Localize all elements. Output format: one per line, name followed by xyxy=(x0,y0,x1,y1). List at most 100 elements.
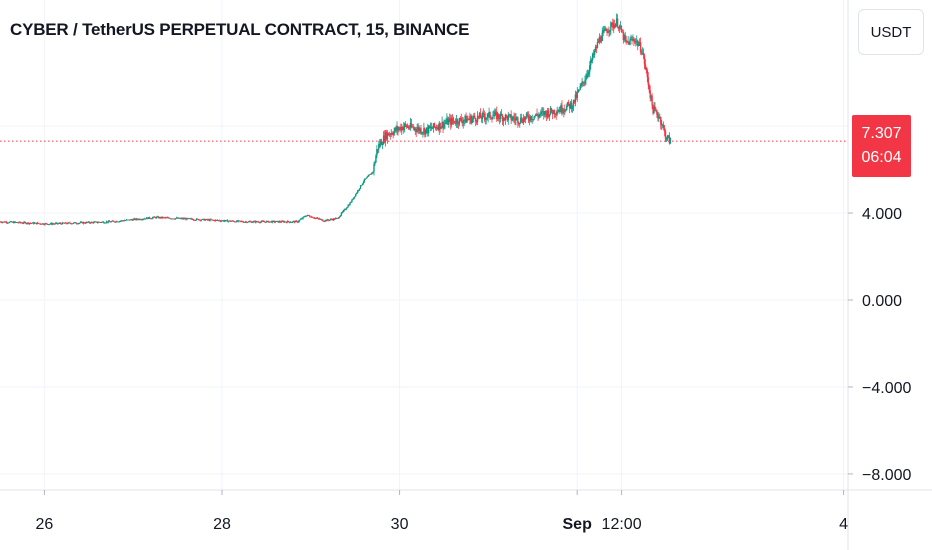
candle-body xyxy=(265,221,268,223)
candle xyxy=(497,113,500,122)
candle-body xyxy=(123,220,125,222)
currency-button[interactable]: USDT xyxy=(858,9,924,55)
candle-body xyxy=(238,220,240,222)
candle xyxy=(339,215,342,218)
candle xyxy=(309,214,311,218)
candle xyxy=(1,221,3,224)
candle xyxy=(171,218,174,220)
candle-body xyxy=(517,117,519,124)
candle xyxy=(355,193,357,197)
candle-body xyxy=(515,118,517,121)
candle-body xyxy=(347,205,349,208)
candle xyxy=(327,219,329,221)
candle xyxy=(23,220,25,225)
candle-body xyxy=(73,222,75,224)
candle xyxy=(272,220,275,222)
candle xyxy=(223,219,226,223)
candle-body xyxy=(321,219,323,221)
candle xyxy=(214,219,216,222)
candle xyxy=(304,215,306,218)
candle xyxy=(405,124,408,129)
candle-body xyxy=(394,127,396,131)
x-tick-label: 28 xyxy=(213,516,231,533)
candle xyxy=(469,112,471,125)
candle-body xyxy=(133,218,135,220)
candle-body xyxy=(366,176,368,178)
candle xyxy=(617,26,620,32)
candle-body xyxy=(547,110,550,117)
candle xyxy=(424,127,426,138)
candle xyxy=(426,127,428,134)
candle xyxy=(412,124,415,131)
candle-body xyxy=(290,222,293,223)
candle xyxy=(575,91,578,100)
candle-body xyxy=(281,221,283,223)
candle-body xyxy=(649,90,651,99)
candle xyxy=(371,172,373,175)
candle-body xyxy=(160,216,162,219)
candle xyxy=(348,204,350,206)
candle xyxy=(390,129,392,138)
candle-body xyxy=(176,217,179,219)
candle-body xyxy=(342,210,345,213)
candle xyxy=(110,221,112,223)
candle xyxy=(326,218,328,221)
candle xyxy=(235,221,237,223)
candle-body xyxy=(298,220,300,222)
candle xyxy=(270,220,273,223)
candle xyxy=(317,217,320,220)
candle xyxy=(5,221,7,223)
candle-body xyxy=(70,223,72,225)
candle-body xyxy=(301,218,303,220)
candle-body xyxy=(140,219,142,221)
candle-body xyxy=(81,221,84,224)
candle-body xyxy=(509,114,511,116)
candle-body xyxy=(361,183,364,186)
candle xyxy=(608,26,610,38)
candle-body xyxy=(601,32,603,41)
candle-body xyxy=(76,223,79,225)
candle-body xyxy=(202,218,205,220)
candle-body xyxy=(353,197,355,200)
candle xyxy=(491,117,493,123)
candle-body xyxy=(340,212,343,216)
candle-body xyxy=(602,30,604,33)
candle xyxy=(637,41,640,47)
candle xyxy=(362,180,365,185)
candle-body xyxy=(18,221,20,223)
candle xyxy=(120,220,122,222)
candle xyxy=(418,125,420,134)
candle-body xyxy=(278,221,280,223)
candle-body xyxy=(22,223,24,224)
candle xyxy=(237,219,239,222)
candle-body xyxy=(516,117,518,119)
candle-body xyxy=(337,217,340,219)
candle xyxy=(121,219,123,222)
candle xyxy=(143,218,145,220)
candle xyxy=(20,222,22,224)
candle-body xyxy=(584,80,586,84)
candle xyxy=(91,221,93,223)
candle-body xyxy=(479,113,482,118)
candle-body xyxy=(146,217,149,219)
candle-body xyxy=(631,39,633,41)
candle xyxy=(582,80,584,87)
candle xyxy=(318,217,321,220)
candle-body xyxy=(428,125,431,128)
candle-body xyxy=(410,123,413,127)
candle-body xyxy=(310,216,313,218)
candle-body xyxy=(286,221,288,223)
candle xyxy=(599,35,602,44)
candle-body xyxy=(211,219,213,221)
candle-body xyxy=(483,113,485,117)
last-price-tag: 7.307 06:04 xyxy=(852,115,911,177)
candle xyxy=(175,216,178,219)
candle-body xyxy=(596,41,599,49)
candle-body xyxy=(127,219,130,221)
candle xyxy=(665,137,668,143)
candle-body xyxy=(112,220,114,222)
candle-body xyxy=(193,219,196,221)
candle-body xyxy=(77,223,80,224)
candle-body xyxy=(535,113,537,116)
